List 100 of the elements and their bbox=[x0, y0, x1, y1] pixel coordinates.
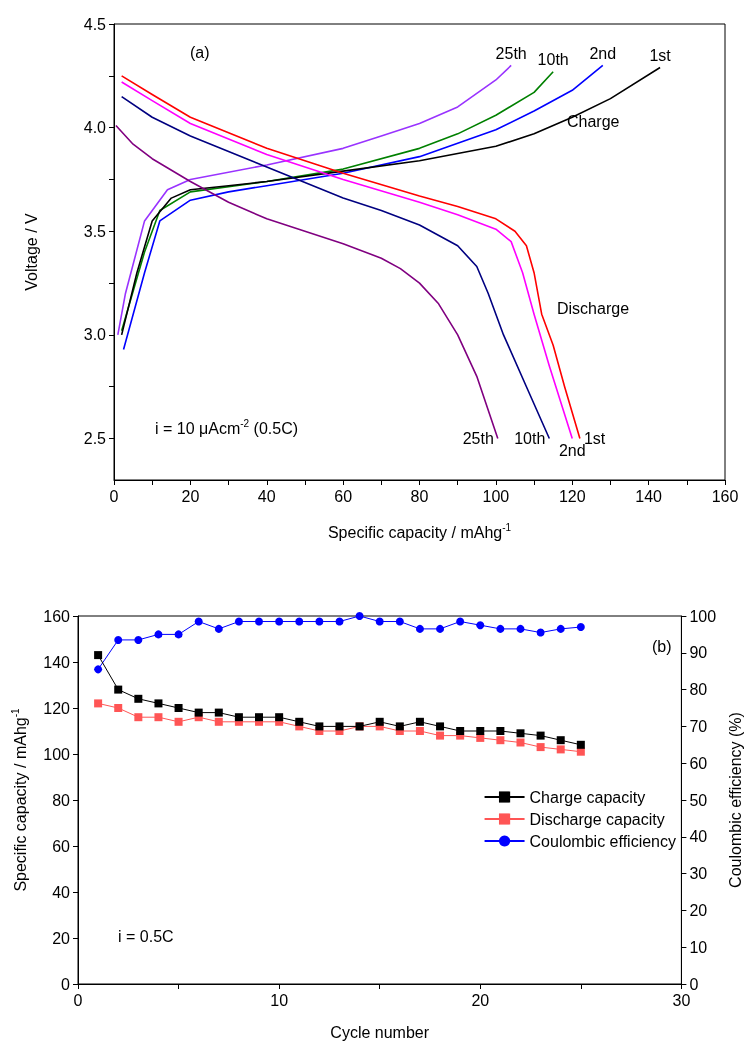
y-tick-label: 3.5 bbox=[83, 222, 107, 240]
x-tick-label: 160 bbox=[711, 487, 739, 505]
point bbox=[556, 745, 565, 754]
point bbox=[576, 740, 585, 749]
annotation: Discharge bbox=[557, 299, 630, 317]
point bbox=[496, 624, 505, 633]
series-label: 2nd bbox=[558, 442, 586, 460]
y2-tick-label: 60 bbox=[689, 754, 708, 772]
point bbox=[576, 623, 585, 632]
y2-tick-label: 40 bbox=[689, 828, 708, 846]
point bbox=[335, 722, 344, 731]
point bbox=[214, 717, 223, 726]
point bbox=[174, 717, 183, 726]
y2-tick-label: 20 bbox=[689, 901, 708, 919]
series-label: 2nd bbox=[589, 44, 617, 62]
point bbox=[134, 694, 143, 703]
y-tick-label: 4.0 bbox=[83, 119, 107, 137]
point bbox=[436, 722, 445, 731]
y2-tick-label: 10 bbox=[689, 938, 708, 956]
point bbox=[436, 624, 445, 633]
point bbox=[214, 624, 223, 633]
x-tick-label: 60 bbox=[334, 487, 353, 505]
legend-label: Coulombic efficiency bbox=[529, 832, 676, 850]
y-tick-label: 0 bbox=[61, 975, 71, 993]
point bbox=[436, 731, 445, 740]
y-tick-label: 160 bbox=[43, 607, 71, 625]
annotation: Charge bbox=[567, 112, 620, 130]
y-tick-label: 80 bbox=[52, 791, 71, 809]
x-tick-label: 140 bbox=[635, 487, 663, 505]
y2-tick-label: 80 bbox=[689, 681, 708, 699]
y-tick-label: 2.5 bbox=[83, 430, 107, 448]
annotation: (b) bbox=[652, 637, 672, 655]
y2-tick-label: 70 bbox=[689, 717, 708, 735]
x-tick-label: 20 bbox=[181, 487, 200, 505]
point bbox=[395, 722, 404, 731]
point bbox=[315, 722, 324, 731]
point bbox=[94, 665, 103, 674]
y-tick-label: 100 bbox=[43, 745, 71, 763]
point bbox=[114, 685, 123, 694]
legend-label: Charge capacity bbox=[529, 788, 646, 806]
point bbox=[295, 617, 304, 626]
point bbox=[355, 612, 364, 620]
legend-label: Discharge capacity bbox=[529, 810, 665, 828]
point bbox=[174, 704, 183, 712]
point bbox=[154, 713, 163, 722]
point bbox=[94, 699, 103, 708]
point bbox=[174, 630, 183, 639]
point bbox=[556, 624, 565, 633]
point bbox=[456, 617, 465, 626]
series-label: 1st bbox=[649, 47, 672, 65]
series-label: 10th bbox=[514, 430, 546, 448]
point bbox=[194, 617, 203, 626]
x-tick-label: 100 bbox=[482, 487, 510, 505]
series-label: 25th bbox=[495, 44, 527, 62]
point bbox=[194, 708, 203, 717]
point bbox=[214, 708, 223, 717]
point bbox=[255, 713, 264, 722]
point bbox=[375, 617, 384, 626]
y-tick-label: 3.0 bbox=[83, 326, 107, 344]
point bbox=[415, 624, 424, 633]
point bbox=[154, 699, 163, 708]
point bbox=[134, 713, 143, 722]
y2-tick-label: 30 bbox=[689, 865, 708, 883]
point bbox=[556, 736, 565, 745]
point bbox=[415, 727, 424, 735]
x-tick-label: 120 bbox=[558, 487, 586, 505]
point bbox=[456, 727, 465, 735]
point bbox=[516, 729, 525, 738]
point bbox=[516, 624, 525, 633]
x-tick-label: 80 bbox=[410, 487, 429, 505]
point bbox=[134, 635, 143, 644]
point bbox=[94, 651, 103, 660]
x-tick-label: 30 bbox=[672, 991, 691, 1009]
x-tick-label: 0 bbox=[109, 487, 119, 505]
point bbox=[275, 617, 284, 626]
y2-tick-label: 100 bbox=[689, 607, 717, 625]
point bbox=[275, 713, 284, 722]
y-axis-title: Voltage / V bbox=[22, 212, 40, 291]
series-label: 10th bbox=[537, 51, 569, 69]
x-tick-label: 20 bbox=[471, 991, 490, 1009]
y-tick-label: 4.5 bbox=[83, 15, 107, 33]
point bbox=[295, 717, 304, 726]
point bbox=[114, 635, 123, 644]
x-tick-label: 40 bbox=[257, 487, 276, 505]
series-label: 25th bbox=[462, 430, 494, 448]
point bbox=[536, 731, 545, 740]
point bbox=[496, 736, 505, 745]
point bbox=[154, 630, 163, 639]
x-tick-label: 10 bbox=[270, 991, 289, 1009]
point bbox=[315, 617, 324, 626]
point bbox=[255, 617, 264, 626]
point bbox=[375, 717, 384, 726]
point bbox=[335, 617, 344, 626]
line-series bbox=[120, 66, 661, 336]
point bbox=[536, 628, 545, 637]
point bbox=[476, 727, 485, 735]
y2-tick-label: 50 bbox=[689, 791, 708, 809]
y-tick-label: 140 bbox=[43, 653, 71, 671]
y2-tick-label: 90 bbox=[689, 644, 708, 662]
y-tick-label: 40 bbox=[52, 883, 71, 901]
